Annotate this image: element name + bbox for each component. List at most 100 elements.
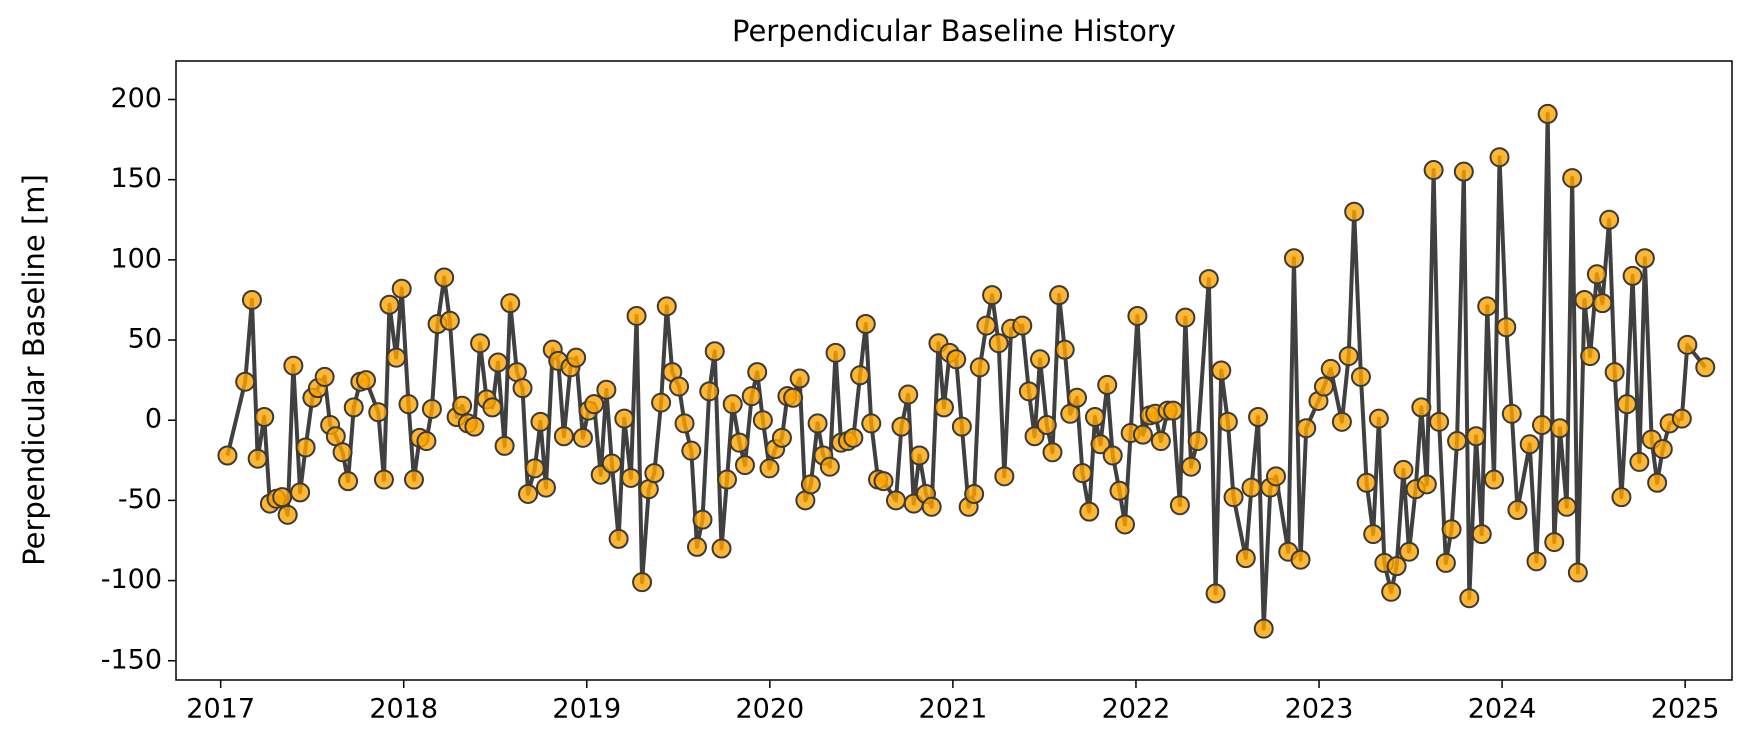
chart-title: Perpendicular Baseline History: [732, 14, 1176, 48]
x-tick-label: 2018: [369, 694, 438, 725]
data-point: [759, 458, 780, 479]
data-point: [434, 267, 455, 288]
data-point: [1599, 209, 1620, 230]
data-point: [1187, 431, 1208, 452]
data-point: [752, 410, 773, 431]
data-point: [241, 289, 262, 310]
plot-frame: [175, 60, 1733, 681]
data-point: [421, 398, 442, 419]
data-point: [601, 453, 622, 474]
data-point: [553, 426, 574, 447]
data-point: [488, 352, 509, 373]
data-point: [1629, 451, 1650, 472]
data-point: [1471, 524, 1492, 545]
data-point: [1054, 339, 1075, 360]
data-point: [632, 572, 653, 593]
data-point: [1459, 588, 1480, 609]
data-point: [1677, 334, 1698, 355]
data-point: [656, 296, 677, 317]
data-point: [626, 305, 647, 326]
data-point: [1567, 562, 1588, 583]
data-point: [843, 427, 864, 448]
data-point: [692, 509, 713, 530]
data-point: [584, 394, 605, 415]
data-point: [1592, 293, 1613, 314]
data-point: [1211, 360, 1232, 381]
data-point: [1320, 358, 1341, 379]
data-point: [373, 469, 394, 490]
data-point: [283, 355, 304, 376]
data-point: [681, 440, 702, 461]
data-point: [596, 379, 617, 400]
data-point: [1611, 487, 1632, 508]
data-point: [482, 397, 503, 418]
data-point: [1235, 548, 1256, 569]
data-point: [1024, 426, 1045, 447]
data-point: [1393, 459, 1414, 480]
data-point: [800, 474, 821, 495]
data-point: [535, 477, 556, 498]
data-point: [1381, 581, 1402, 602]
data-point: [1253, 618, 1274, 639]
y-tick-label: -150: [101, 644, 162, 675]
data-point: [500, 293, 521, 314]
data-point: [1604, 362, 1625, 383]
x-tick-label: 2020: [735, 694, 804, 725]
data-point: [494, 435, 515, 456]
data-point: [403, 469, 424, 490]
data-point: [1496, 317, 1517, 338]
data-point: [1067, 387, 1088, 408]
data-point: [1036, 415, 1057, 436]
data-point: [416, 431, 437, 452]
data-point: [729, 432, 750, 453]
data-point: [1634, 248, 1655, 269]
data-point: [807, 413, 828, 434]
y-tick-label: 50: [128, 324, 162, 355]
data-point: [1580, 346, 1601, 367]
x-tick-label: 2022: [1102, 694, 1171, 725]
data-point: [1350, 366, 1371, 387]
data-point: [1501, 403, 1522, 424]
data-point: [669, 376, 690, 397]
data-point: [741, 386, 762, 407]
data-point: [464, 416, 485, 437]
data-point: [819, 456, 840, 477]
data-point: [1562, 168, 1583, 189]
data-point: [343, 397, 364, 418]
data-point: [946, 349, 967, 370]
data-point: [572, 427, 593, 448]
data-point: [1368, 408, 1389, 429]
data-point: [1652, 439, 1673, 460]
data-point: [747, 362, 768, 383]
data-point: [1399, 541, 1420, 562]
data-point: [1466, 426, 1487, 447]
y-tick-label: -50: [118, 484, 162, 515]
data-point: [295, 437, 316, 458]
data-point: [686, 536, 707, 557]
data-point: [789, 368, 810, 389]
data-point: [771, 427, 792, 448]
data-point: [338, 471, 359, 492]
data-point: [704, 341, 725, 362]
data-point: [1549, 418, 1570, 439]
data-point: [254, 407, 275, 428]
data-point: [1519, 434, 1540, 455]
data-point: [1484, 469, 1505, 490]
data-point: [512, 378, 533, 399]
y-tick-label: 100: [110, 243, 162, 274]
data-point: [1018, 381, 1039, 402]
data-point: [1344, 201, 1365, 222]
data-point: [1163, 400, 1184, 421]
data-point: [1526, 551, 1547, 572]
data-point: [235, 371, 256, 392]
x-tick-label: 2023: [1285, 694, 1354, 725]
data-point: [644, 463, 665, 484]
data-point: [368, 402, 389, 423]
data-point: [247, 448, 268, 469]
data-point: [988, 333, 1009, 354]
data-point: [1338, 346, 1359, 367]
data-point: [1150, 431, 1171, 452]
data-point: [1114, 514, 1135, 535]
data-point: [722, 394, 743, 415]
data-point: [1586, 264, 1607, 285]
